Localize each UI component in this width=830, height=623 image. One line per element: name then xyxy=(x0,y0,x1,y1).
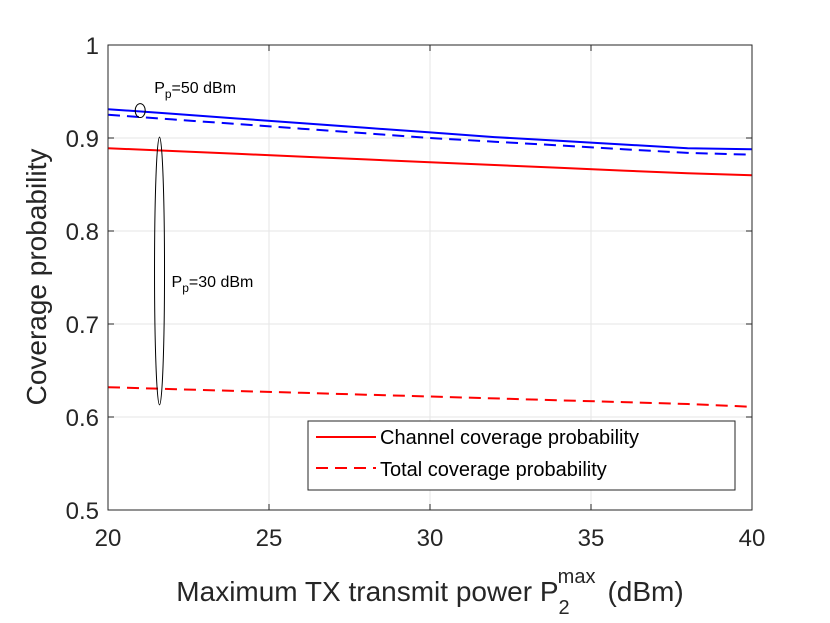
y-tick-label: 0.5 xyxy=(66,498,99,525)
annotation-ellipse-1 xyxy=(154,136,166,406)
y-tick-label: 0.8 xyxy=(66,219,99,246)
annotation-ellipse-0 xyxy=(134,103,146,119)
legend-box xyxy=(307,420,736,491)
series-line-1 xyxy=(107,113,753,156)
x-axis-label-superscript: max xyxy=(558,566,596,588)
annotation-label-1: Pp=30 dBm xyxy=(172,274,254,295)
x-tick-label: 40 xyxy=(739,525,766,552)
x-tick-label: 25 xyxy=(256,525,283,552)
x-tick-label: 35 xyxy=(578,525,605,552)
legend: Channel coverage probability Total cover… xyxy=(307,420,736,491)
x-axis-label-subscript: 2 xyxy=(559,597,570,619)
series-lines xyxy=(107,108,753,408)
y-tick-label: 0.6 xyxy=(66,405,99,432)
grid xyxy=(108,45,752,510)
tick-labels: 20 25 30 35 40 0.5 0.6 0.7 0.8 0.9 1 xyxy=(66,33,766,552)
y-tick-label: 0.7 xyxy=(66,312,99,339)
x-axis-label: Maximum TX transmit power P2 max (dBm) xyxy=(176,566,683,619)
x-tick-label: 30 xyxy=(417,525,444,552)
annotations: Pp=50 dBm Pp=30 dBm xyxy=(134,80,254,406)
x-axis-label-main: Maximum TX transmit power P xyxy=(176,576,558,607)
y-tick-label: 1 xyxy=(86,33,99,60)
series-line-2 xyxy=(107,147,753,177)
y-axis-label: Coverage probability xyxy=(21,149,52,406)
annotation-label-0: Pp=50 dBm xyxy=(154,80,236,101)
legend-entry-channel: Channel coverage probability xyxy=(380,427,639,449)
tick-marks xyxy=(107,44,753,511)
y-tick-label: 0.9 xyxy=(66,126,99,153)
x-axis-label-unit: (dBm) xyxy=(607,576,683,607)
series-line-0 xyxy=(107,108,753,151)
x-tick-label: 20 xyxy=(95,525,122,552)
series-line-3 xyxy=(107,386,753,408)
legend-entry-total: Total coverage probability xyxy=(380,459,607,481)
